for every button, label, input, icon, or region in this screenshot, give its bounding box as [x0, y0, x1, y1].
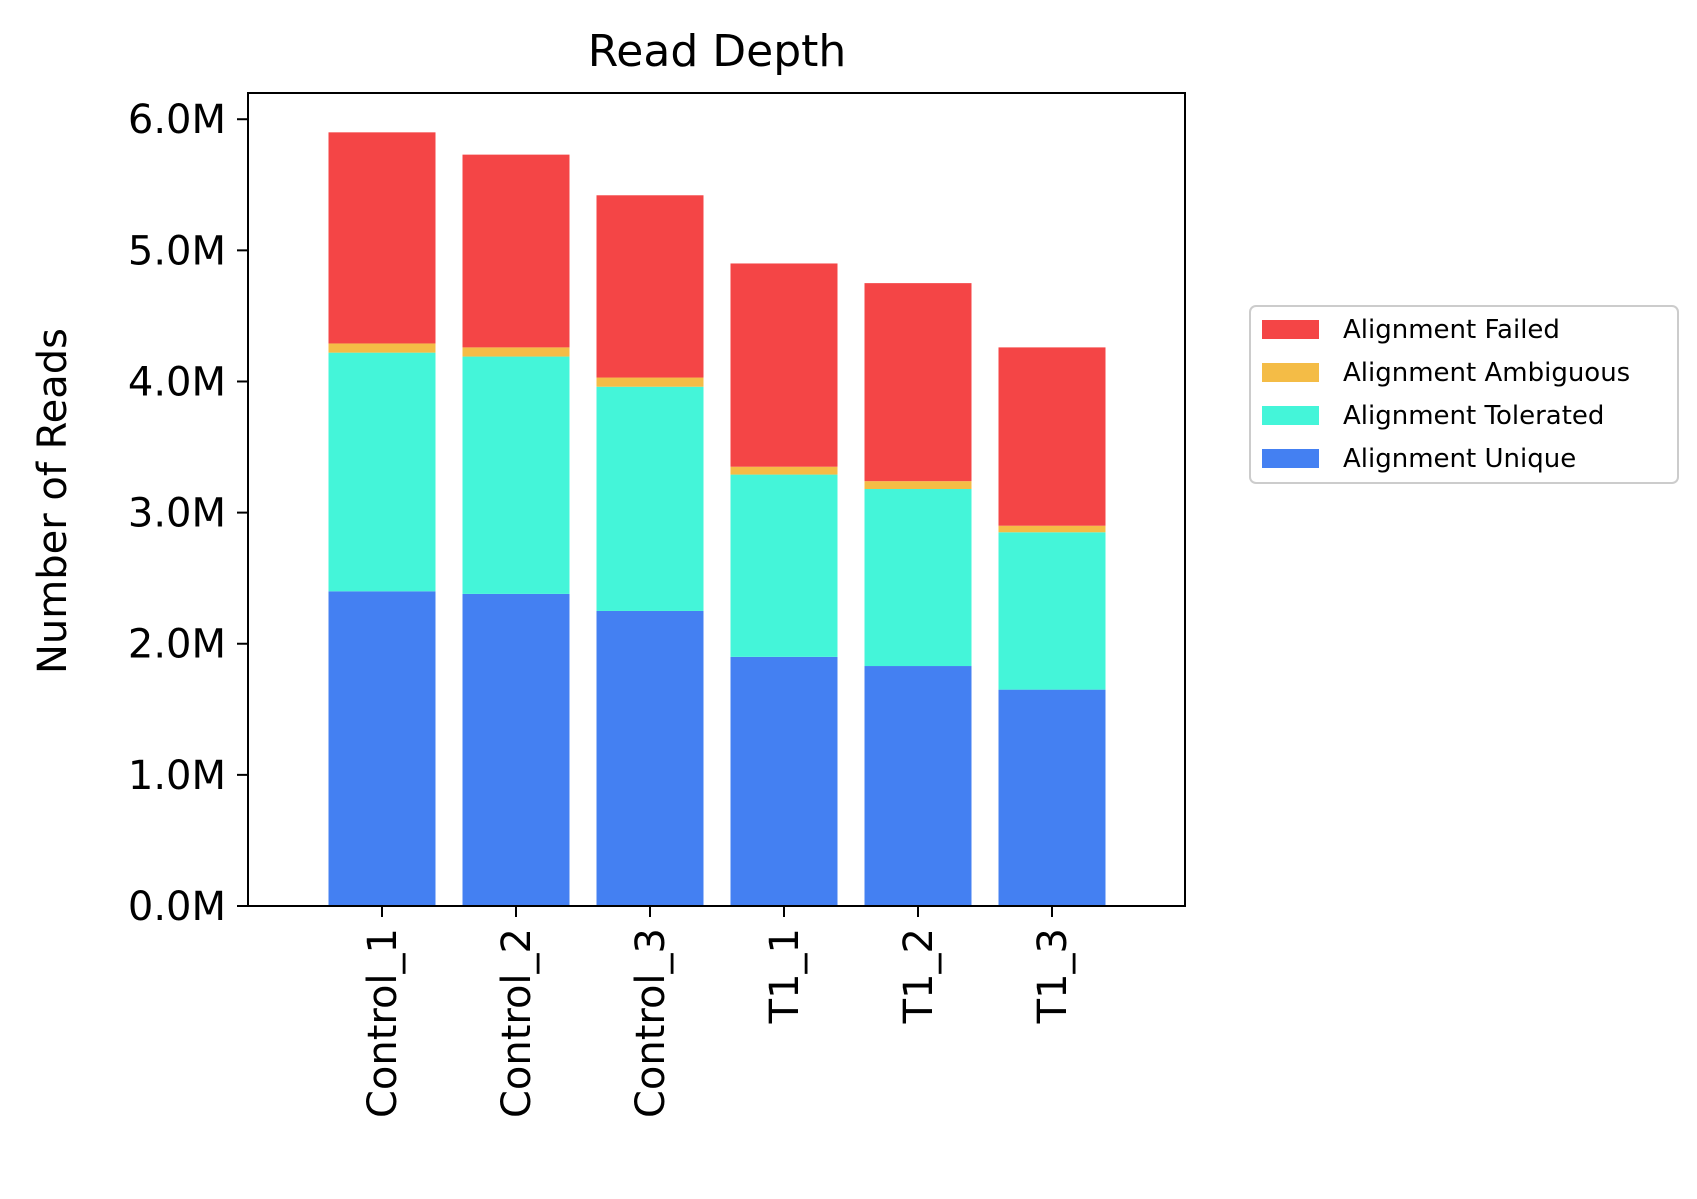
y-tick-label: 6.0M: [128, 97, 226, 143]
legend-label-alignment-tolerated: Alignment Tolerated: [1343, 401, 1604, 431]
x-tick-label-control_3: Control_3: [628, 928, 674, 1118]
legend-swatch-alignment-failed: [1262, 320, 1319, 339]
y-tick-label: 3.0M: [128, 491, 226, 537]
bar-alignment-failed-t1_1: [730, 263, 838, 467]
bar-alignment-unique-t1_1: [730, 656, 838, 906]
y-tick-label: 4.0M: [128, 359, 226, 405]
chart-title: Read Depth: [588, 26, 847, 77]
y-tick-label: 2.0M: [128, 622, 226, 668]
legend: Alignment Failed Alignment Ambiguous Align…: [1249, 305, 1679, 484]
legend-label-alignment-ambiguous: Alignment Ambiguous: [1343, 358, 1630, 388]
bar-alignment-unique-t1_2: [864, 666, 972, 906]
x-tick-label-control_1: Control_1: [360, 928, 406, 1118]
legend-swatch-alignment-unique: [1262, 449, 1319, 468]
bar-alignment-unique-control_2: [462, 593, 570, 906]
y-tick-label: 0.0M: [128, 884, 226, 930]
bar-alignment-unique-control_1: [328, 591, 436, 906]
legend-box: [1249, 305, 1679, 484]
legend-label-alignment-failed: Alignment Failed: [1343, 315, 1560, 345]
legend-label-alignment-unique: Alignment Unique: [1343, 444, 1576, 474]
bar-alignment-unique-control_3: [596, 610, 704, 906]
bar-alignment-failed-control_1: [328, 132, 436, 344]
x-tick-label-t1_1: T1_1: [762, 928, 808, 1024]
x-tick-label-t1_3: T1_3: [1030, 928, 1076, 1024]
bar-alignment-tolerated-control_2: [462, 356, 570, 594]
x-tick-label-control_2: Control_2: [494, 928, 540, 1118]
bar-alignment-tolerated-control_3: [596, 386, 704, 611]
y-axis-label: Number of Reads: [30, 328, 76, 674]
bar-alignment-failed-t1_2: [864, 283, 972, 482]
bar-alignment-ambiguous-control_2: [462, 347, 570, 357]
bar-alignment-tolerated-t1_1: [730, 474, 838, 657]
bar-alignment-ambiguous-control_1: [328, 343, 436, 353]
legend-swatch-alignment-tolerated: [1262, 406, 1319, 425]
bar-alignment-unique-t1_3: [998, 689, 1106, 906]
y-tick-label: 5.0M: [128, 228, 226, 274]
x-tick-label-t1_2: T1_2: [896, 928, 942, 1024]
y-axis: 0.0M 1.0M 2.0M 3.0M 4.0M 5.0M 6.0M: [128, 97, 248, 930]
bar-alignment-tolerated-t1_2: [864, 489, 972, 667]
bar-alignment-failed-control_3: [596, 195, 704, 378]
bar-alignment-ambiguous-t1_1: [730, 466, 838, 475]
bar-alignment-failed-control_2: [462, 154, 570, 348]
bar-alignment-tolerated-control_1: [328, 352, 436, 592]
x-axis: Control_1 Control_2 Control_3 T1_1 T1_2 T1_3: [360, 906, 1076, 1118]
bar-alignment-failed-t1_3: [998, 347, 1106, 526]
y-tick-label: 1.0M: [128, 753, 226, 799]
bar-alignment-ambiguous-control_3: [596, 377, 704, 387]
bar-alignment-ambiguous-t1_2: [864, 481, 972, 490]
bars-layer: [328, 132, 1106, 906]
plot-frame: [247, 92, 1186, 907]
legend-swatch-alignment-ambiguous: [1262, 363, 1319, 382]
bar-alignment-tolerated-t1_3: [998, 532, 1106, 690]
bar-alignment-ambiguous-t1_3: [998, 525, 1106, 533]
